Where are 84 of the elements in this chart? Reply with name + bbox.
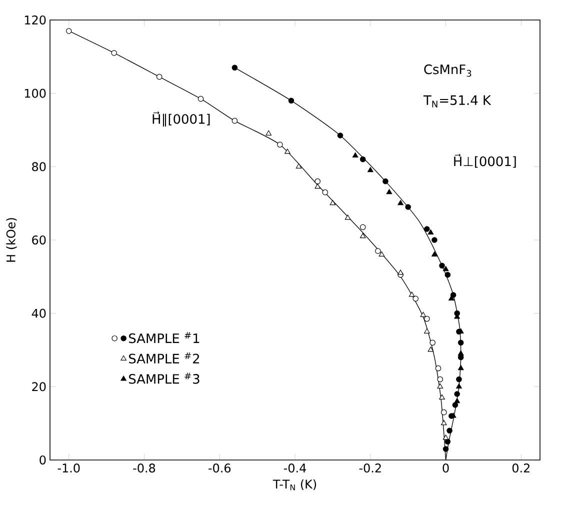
point	[288, 98, 294, 104]
y-axis-title: H (kOe)	[6, 218, 17, 262]
point	[378, 251, 385, 256]
x-tick-label: -0.8	[133, 464, 156, 473]
point	[446, 428, 452, 434]
point	[375, 248, 381, 254]
x-tick-label: -0.6	[208, 464, 231, 473]
point	[458, 340, 464, 346]
annotation: T$_{N}$=51.4 K	[423, 95, 492, 108]
annotation: H⃗∥[0001]	[152, 112, 210, 126]
point	[360, 233, 366, 238]
point	[398, 200, 404, 206]
point	[405, 204, 411, 210]
point	[232, 64, 238, 71]
point	[66, 28, 72, 34]
point	[382, 178, 388, 184]
point	[432, 237, 438, 243]
point	[458, 365, 464, 370]
point	[441, 420, 447, 426]
annotation: CsMnF$_{3}$	[424, 64, 472, 77]
point	[430, 340, 436, 346]
x-tick-label: -1.0	[58, 464, 80, 473]
point	[454, 391, 460, 397]
point	[344, 214, 351, 220]
point	[456, 376, 462, 382]
point	[412, 296, 419, 302]
point	[428, 229, 434, 234]
point	[266, 130, 272, 136]
point	[450, 292, 456, 298]
point	[277, 142, 283, 148]
y-tick-label: 100	[24, 88, 46, 98]
point	[442, 266, 449, 272]
y-tick-label: 40	[32, 308, 46, 318]
point	[352, 152, 358, 158]
point	[452, 402, 458, 408]
legend-label: SAMPLE $^{#}$3	[129, 372, 200, 384]
y-tick-label: 20	[32, 382, 46, 392]
x-tick-label: 0.2	[512, 464, 530, 473]
point	[437, 376, 444, 382]
x-tick-label: -0.2	[359, 464, 381, 473]
x-tick-label: 0	[442, 464, 449, 473]
y-tick-label: 60	[32, 235, 46, 245]
y-tick-label: 120	[24, 15, 46, 25]
y-tick-label: 0	[40, 455, 46, 465]
annotation: H⃗⊥[0001]	[454, 154, 516, 168]
point	[456, 383, 462, 388]
point	[198, 96, 204, 102]
point	[156, 74, 162, 80]
point	[424, 316, 430, 322]
point	[284, 148, 290, 154]
point	[330, 200, 336, 206]
point	[444, 272, 451, 278]
point	[408, 292, 415, 297]
point	[442, 446, 449, 452]
point	[442, 434, 449, 440]
point	[337, 132, 344, 138]
point	[424, 226, 430, 232]
point	[454, 398, 460, 404]
point	[322, 189, 328, 196]
point	[296, 163, 302, 168]
point	[420, 312, 426, 317]
point	[314, 184, 321, 189]
point	[428, 346, 434, 352]
point	[439, 262, 445, 269]
point	[386, 189, 392, 194]
point	[398, 270, 404, 275]
point	[424, 328, 430, 334]
point	[435, 365, 442, 372]
legend-label: SAMPLE $^{#}$2	[129, 352, 200, 364]
point	[111, 50, 117, 56]
point	[360, 156, 366, 162]
point	[314, 178, 321, 184]
legend-label: SAMPLE $^{#}$1	[129, 332, 200, 344]
point	[368, 167, 374, 172]
point	[360, 224, 366, 230]
point	[458, 350, 464, 356]
point	[232, 118, 238, 124]
x-tick-label: -0.4	[284, 464, 306, 473]
x-axis-title: T-T$_{N}$ (K)	[272, 479, 316, 490]
point	[437, 383, 444, 388]
point	[441, 409, 447, 416]
point	[432, 251, 438, 256]
y-tick-label: 80	[32, 162, 46, 172]
point	[439, 394, 445, 400]
